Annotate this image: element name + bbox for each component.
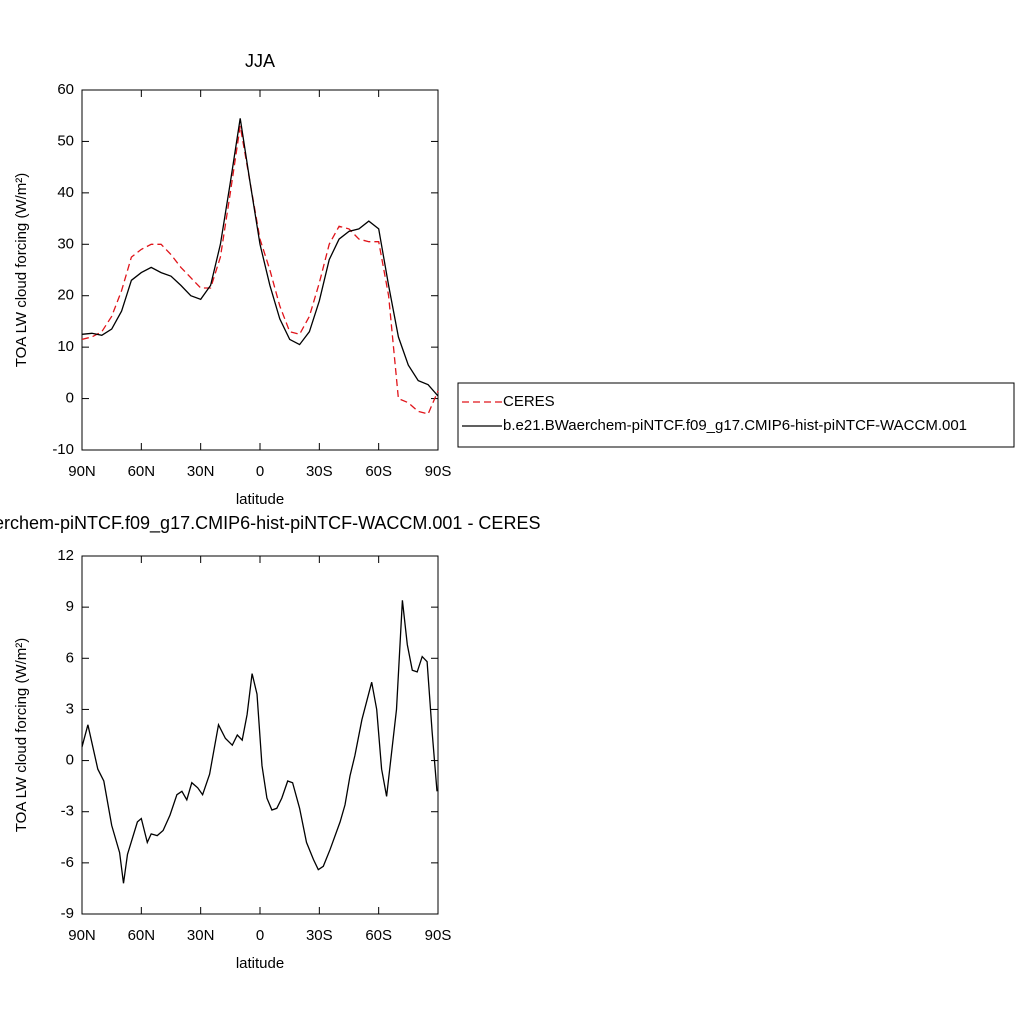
x-axis-label: latitude	[236, 955, 284, 972]
y-tick-label: 9	[66, 598, 74, 615]
data-line	[81, 600, 438, 884]
x-tick-label: 60N	[128, 927, 156, 944]
data-line	[81, 118, 439, 397]
y-tick-label: 40	[57, 184, 74, 201]
y-tick-label: 20	[57, 287, 74, 304]
y-tick-label: 6	[66, 649, 74, 666]
x-tick-label: 30S	[306, 927, 333, 944]
x-tick-label: 30N	[187, 927, 215, 944]
x-tick-label: 60N	[128, 463, 156, 480]
y-tick-label: -3	[61, 803, 74, 820]
y-tick-label: 0	[66, 752, 74, 769]
x-tick-label: 30N	[187, 463, 215, 480]
legend-label: b.e21.BWaerchem-piNTCF.f09_g17.CMIP6-his…	[503, 417, 967, 434]
chart-title: erchem-piNTCF.f09_g17.CMIP6-hist-piNTCF-…	[0, 513, 540, 534]
y-tick-label: 12	[57, 547, 74, 564]
x-tick-label: 90S	[425, 927, 452, 944]
x-tick-label: 90N	[68, 927, 96, 944]
y-tick-label: -6	[61, 854, 74, 871]
legend-label: CERES	[503, 393, 555, 410]
y-tick-label: 3	[66, 700, 74, 717]
data-line	[81, 125, 439, 415]
legend-box	[457, 382, 1015, 448]
x-axis-label: latitude	[236, 491, 284, 508]
y-tick-label: -9	[61, 905, 74, 922]
y-axis-label: TOA LW cloud forcing (W/m²)	[13, 638, 30, 832]
x-tick-label: 0	[256, 463, 264, 480]
x-tick-label: 90N	[68, 463, 96, 480]
x-tick-label: 60S	[365, 927, 392, 944]
x-tick-label: 0	[256, 927, 264, 944]
chart-title: JJA	[245, 51, 275, 71]
y-tick-label: 0	[66, 390, 74, 407]
x-tick-label: 90S	[425, 463, 452, 480]
y-axis-label: TOA LW cloud forcing (W/m²)	[13, 173, 30, 367]
x-tick-label: 30S	[306, 463, 333, 480]
y-tick-label: -10	[52, 441, 74, 458]
y-tick-label: 60	[57, 81, 74, 98]
y-tick-label: 30	[57, 235, 74, 252]
y-tick-label: 50	[57, 132, 74, 149]
y-tick-label: 10	[57, 338, 74, 355]
x-tick-label: 60S	[365, 463, 392, 480]
plot-frame	[81, 89, 439, 451]
